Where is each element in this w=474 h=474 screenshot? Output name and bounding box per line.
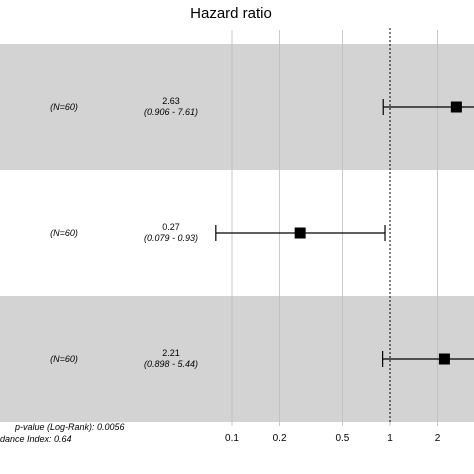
x-tick-label: 0.2: [273, 433, 287, 444]
hr-marker: [294, 227, 306, 239]
grid-lines: [231, 28, 438, 422]
row-n-label: (N=60): [50, 228, 78, 238]
row-n-label: (N=60): [50, 102, 78, 112]
row-hr-text: 2.63: [162, 96, 180, 106]
forest-row: (N=60) 2.21(0.898 - 5.44): [50, 348, 474, 369]
hr-marker: [438, 353, 450, 365]
footnote-p-value: p-value (Log-Rank): 0.0056: [14, 422, 125, 432]
row-ci-text: (0.906 - 7.61): [144, 107, 198, 117]
x-tick-label: 0.1: [225, 433, 239, 444]
chart-title: Hazard ratio: [190, 5, 272, 22]
rows: (N=60) 2.63(0.906 - 7.61) (N=60) 0.27(0.079…: [50, 96, 474, 369]
row-n-label: (N=60): [50, 354, 78, 364]
row-ci-text: (0.079 - 0.93): [144, 233, 198, 243]
footnote-concordance: dance Index: 0.64: [0, 434, 72, 444]
row-ci-text: (0.898 - 5.44): [144, 359, 198, 369]
forest-row: (N=60) 2.63(0.906 - 7.61): [50, 96, 474, 117]
x-axis-ticks: 0.1 0.2 0.5 1 2: [225, 422, 441, 444]
x-tick-label: 2: [435, 433, 441, 444]
row-hr-text: 2.21: [162, 348, 180, 358]
forest-row: (N=60) 0.27(0.079 - 0.93): [50, 222, 386, 243]
hr-marker: [450, 101, 462, 113]
x-tick-label: 1: [387, 433, 393, 444]
x-tick-label: 0.5: [335, 433, 349, 444]
row-hr-text: 0.27: [162, 222, 180, 232]
